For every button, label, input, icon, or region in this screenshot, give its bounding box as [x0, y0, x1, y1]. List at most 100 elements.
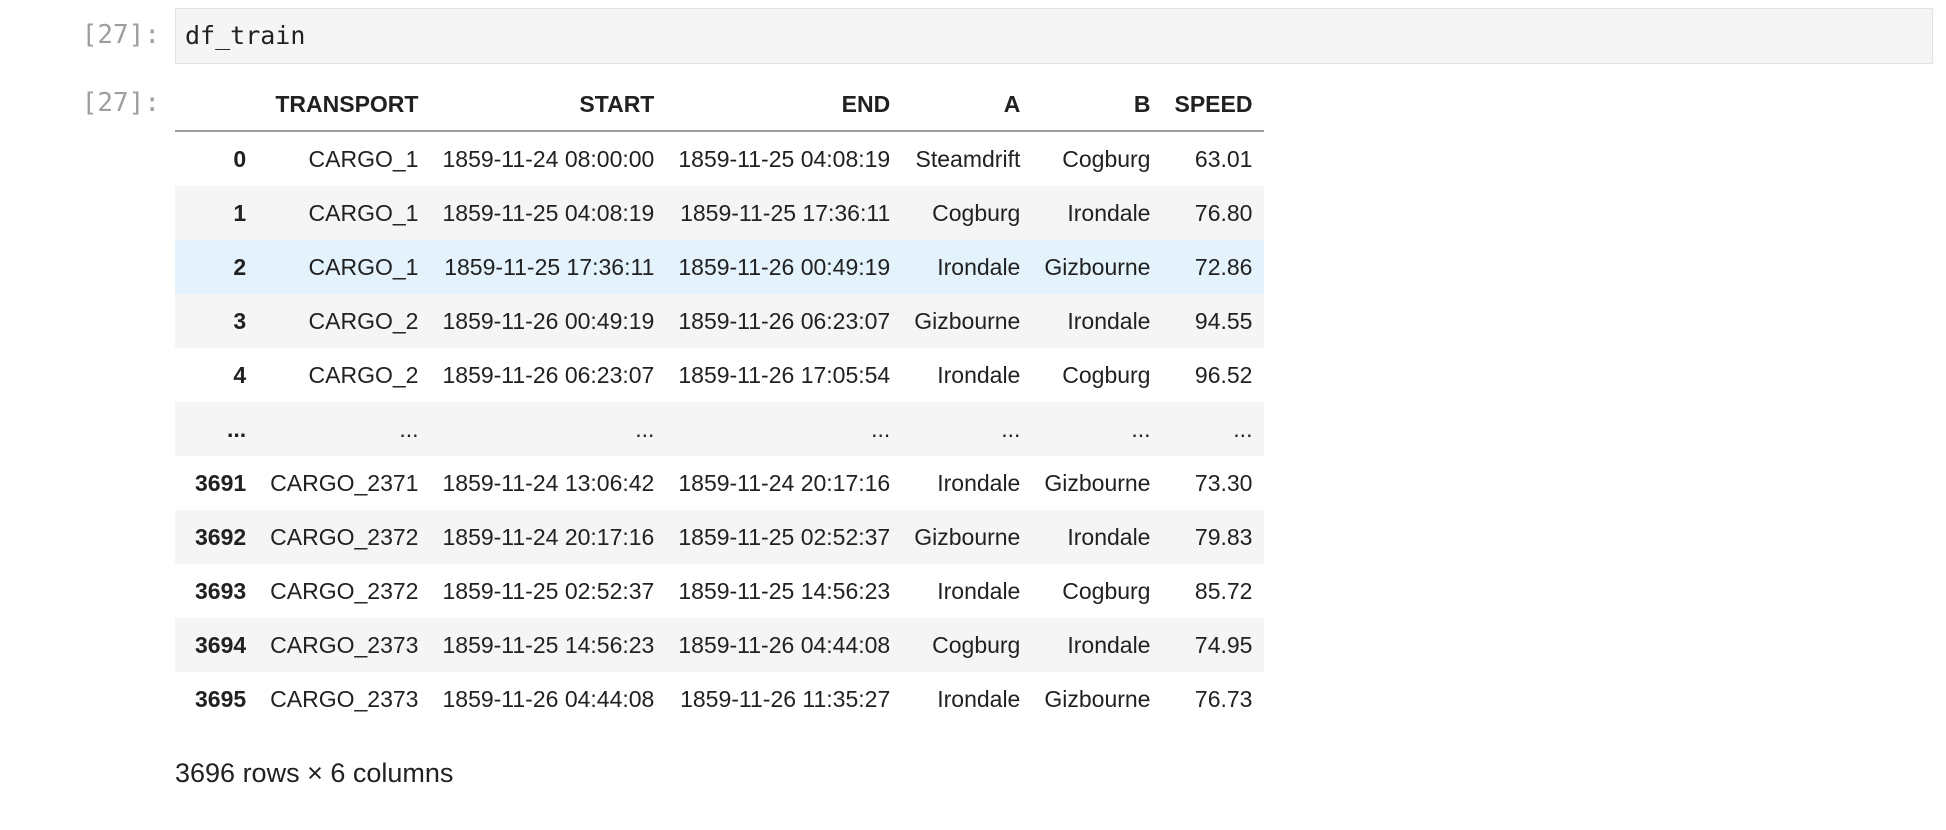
table-cell: CARGO_1 [308, 145, 419, 172]
table-cell: CARGO_2 [308, 361, 419, 388]
table-cell: CARGO_2373 [270, 631, 419, 658]
table-cell: Gizbourne [914, 523, 1021, 550]
table-cell: CARGO_1 [308, 253, 419, 280]
table-cell: 1859-11-26 06:23:07 [442, 361, 655, 388]
table-cell: Irondale [1067, 199, 1151, 226]
table-cell: 1859-11-24 20:17:16 [442, 523, 655, 550]
table-cell: Irondale [1067, 631, 1151, 658]
dataframe-table: TRANSPORT START END A B SPEED 0 CARGO_1 1859-11… [175, 78, 1265, 726]
table-cell: 73.30 [1194, 469, 1253, 496]
table-header-row: TRANSPORT START END A B SPEED [175, 78, 1265, 132]
column-header-b: B [1032, 78, 1163, 132]
table-cell: Cogburg [1062, 577, 1151, 604]
table-cell: Gizbourne [914, 307, 1021, 334]
table-cell: 1859-11-25 02:52:37 [442, 577, 655, 604]
table-row: 3695 CARGO_2373 1859-11-26 04:44:08 1859-11… [175, 672, 1264, 726]
table-cell: CARGO_2372 [270, 523, 419, 550]
table-cell: Irondale [937, 577, 1021, 604]
dataframe-shape-summary: 3696 rows × 6 columns [175, 758, 454, 788]
input-prompt: [27]: [81, 20, 160, 50]
table-row: 0 CARGO_1 1859-11-24 08:00:00 1859-11-25 04… [175, 131, 1264, 186]
table-cell: 1859-11-26 04:44:08 [678, 631, 891, 658]
output-prompt: [27]: [81, 88, 160, 118]
row-index: 3691 [195, 469, 247, 496]
table-cell: 1859-11-25 14:56:23 [678, 577, 891, 604]
table-row: 3692 CARGO_2372 1859-11-24 20:17:16 1859-11… [175, 510, 1265, 564]
row-index: 3695 [195, 685, 247, 712]
table-cell: 94.55 [1194, 307, 1253, 334]
table-cell: 63.01 [1194, 145, 1253, 172]
table-cell: 1859-11-24 08:00:00 [442, 145, 655, 172]
table-cell: Gizbourne [1044, 685, 1151, 712]
column-header-start: START [430, 78, 667, 132]
table-cell: ... [1001, 415, 1021, 442]
table-cell: 1859-11-26 11:35:27 [680, 685, 891, 712]
table-cell: Cogburg [1062, 361, 1151, 388]
row-index: 0 [233, 145, 247, 172]
row-index: 2 [233, 253, 247, 280]
table-cell: 79.83 [1194, 523, 1253, 550]
table-row: 3 CARGO_2 1859-11-26 00:49:19 1859-11-26 06… [175, 294, 1265, 348]
table-cell: 1859-11-26 00:49:19 [442, 307, 655, 334]
table-cell: 1859-11-26 00:49:19 [678, 253, 891, 280]
table-row: ..................... [175, 402, 1265, 456]
table-body: 0 CARGO_1 1859-11-24 08:00:00 1859-11-25 04… [175, 131, 1265, 726]
table-cell: 1859-11-24 20:17:16 [678, 469, 891, 496]
table-row: 3693 CARGO_2372 1859-11-25 02:52:37 1859-11… [175, 564, 1264, 618]
table-cell: Irondale [937, 361, 1021, 388]
table-cell: 1859-11-26 06:23:07 [678, 307, 891, 334]
table-cell: ... [871, 415, 891, 442]
column-header-speed: SPEED [1162, 78, 1265, 132]
table-row: 4 CARGO_2 1859-11-26 06:23:07 1859-11-26 17… [175, 348, 1264, 402]
table-cell: Irondale [937, 469, 1021, 496]
row-index: 4 [233, 361, 247, 388]
table-cell: ... [635, 415, 655, 442]
row-index: 3693 [195, 577, 247, 604]
table-cell: Irondale [1067, 523, 1151, 550]
column-header-a: A [902, 78, 1033, 132]
table-cell: Irondale [937, 253, 1021, 280]
row-index: 3694 [195, 631, 247, 658]
row-index: 1 [233, 199, 247, 226]
table-row: 2 CARGO_1 1859-11-25 17:36:11 1859-11-26 00… [175, 240, 1265, 294]
table-cell: CARGO_2371 [270, 469, 419, 496]
row-index: 3 [233, 307, 247, 334]
row-index: 3692 [195, 523, 247, 550]
table-cell: Irondale [1067, 307, 1151, 334]
table-cell: 76.73 [1194, 685, 1253, 712]
table-cell: 1859-11-25 17:36:11 [444, 253, 655, 280]
table-cell: 72.86 [1194, 253, 1253, 280]
table-cell: Gizbourne [1044, 253, 1151, 280]
table-cell: 1859-11-25 14:56:23 [442, 631, 655, 658]
table-cell: Cogburg [1062, 145, 1151, 172]
table-cell: 96.52 [1194, 361, 1253, 388]
table-cell: ... [1131, 415, 1151, 442]
column-header-transport: TRANSPORT [258, 78, 431, 132]
code-text: df_train [185, 21, 306, 50]
table-cell: CARGO_1 [308, 199, 419, 226]
table-cell: 85.72 [1194, 577, 1253, 604]
table-cell: Gizbourne [1044, 469, 1151, 496]
dataframe-output: TRANSPORT START END A B SPEED 0 CARGO_1 1859-11… [175, 78, 1265, 726]
index-header [175, 78, 259, 132]
table-row: 3691 CARGO_2371 1859-11-24 13:06:42 1859-11… [175, 456, 1264, 510]
table-row: 1 CARGO_1 1859-11-25 04:08:19 1859-11-25 17… [175, 186, 1265, 240]
table-cell: CARGO_2 [308, 307, 419, 334]
table-cell: 74.95 [1194, 631, 1253, 658]
column-header-end: END [666, 78, 903, 132]
table-cell: 1859-11-25 04:08:19 [678, 145, 891, 172]
table-row: 3694 CARGO_2373 1859-11-25 14:56:23 1859-11… [175, 618, 1265, 672]
table-cell: 1859-11-24 13:06:42 [442, 469, 655, 496]
table-cell: Cogburg [932, 199, 1021, 226]
table-cell: 1859-11-25 02:52:37 [678, 523, 891, 550]
table-cell: 76.80 [1194, 199, 1253, 226]
table-cell: CARGO_2373 [270, 685, 419, 712]
table-cell: 1859-11-25 04:08:19 [442, 199, 655, 226]
table-cell: Irondale [937, 685, 1021, 712]
table-cell: Steamdrift [915, 145, 1021, 172]
table-cell: ... [399, 415, 419, 442]
table-cell: 1859-11-25 17:36:11 [680, 199, 891, 226]
table-cell: ... [1233, 415, 1253, 442]
code-cell-editor[interactable]: df_train [175, 8, 1933, 64]
table-cell: Cogburg [932, 631, 1021, 658]
